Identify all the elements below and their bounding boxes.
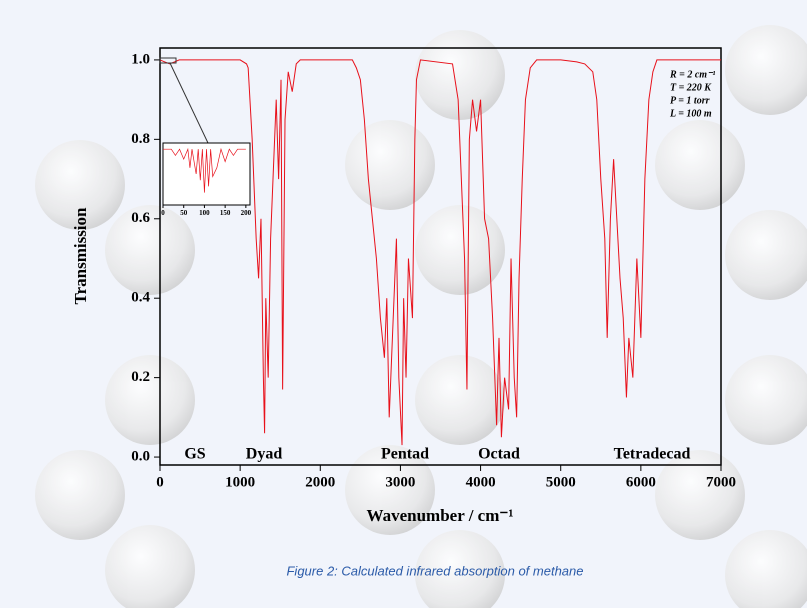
band-label: Tetradecad bbox=[614, 446, 691, 463]
y-tick-label: 0.8 bbox=[131, 131, 150, 147]
spectrum-line bbox=[159, 59, 721, 446]
y-tick-label: 0.4 bbox=[131, 290, 150, 306]
x-tick-label: 3000 bbox=[385, 474, 415, 490]
caption: Figure 2: Calculated infrared absorption… bbox=[286, 563, 583, 578]
band-label: Pentad bbox=[381, 446, 429, 463]
band-label: Dyad bbox=[246, 446, 283, 463]
parameter: P = 1 torr bbox=[670, 95, 710, 106]
x-tick-label: 6000 bbox=[626, 474, 656, 490]
x-tick-label: 150 bbox=[220, 209, 231, 217]
band-label: GS bbox=[184, 446, 205, 463]
plot-frame bbox=[159, 47, 722, 466]
x-tick-label: 50 bbox=[180, 209, 188, 217]
zoom-connector bbox=[169, 62, 209, 144]
x-tick-label: 2000 bbox=[305, 474, 335, 490]
x-tick-label: 100 bbox=[199, 209, 210, 217]
x-tick-label: 0 bbox=[156, 474, 164, 490]
parameter: T = 220 K bbox=[670, 82, 712, 93]
x-tick-label: 200 bbox=[241, 209, 252, 217]
y-tick-label: 0.2 bbox=[131, 369, 150, 385]
y-tick-label: 0.0 bbox=[131, 448, 150, 464]
x-tick-label: 0 bbox=[161, 209, 165, 217]
spectrum-line bbox=[163, 147, 246, 193]
background-spheres bbox=[35, 25, 807, 608]
x-tick-label: 1000 bbox=[225, 474, 255, 490]
band-label: Octad bbox=[478, 446, 520, 463]
x-tick-label: 5000 bbox=[546, 474, 576, 490]
y-tick-label: 0.6 bbox=[131, 210, 150, 226]
parameter: R = 2 cm⁻¹ bbox=[669, 69, 715, 80]
parameter: L = 100 m bbox=[669, 108, 712, 119]
x-axis-label: Wavenumber / cm⁻¹ bbox=[367, 506, 514, 525]
zoom-region bbox=[159, 57, 177, 64]
y-tick-label: 1.0 bbox=[131, 51, 150, 67]
y-axis-label: Transmission bbox=[71, 207, 90, 305]
x-tick-label: 7000 bbox=[706, 474, 736, 490]
x-tick-label: 4000 bbox=[466, 474, 496, 490]
